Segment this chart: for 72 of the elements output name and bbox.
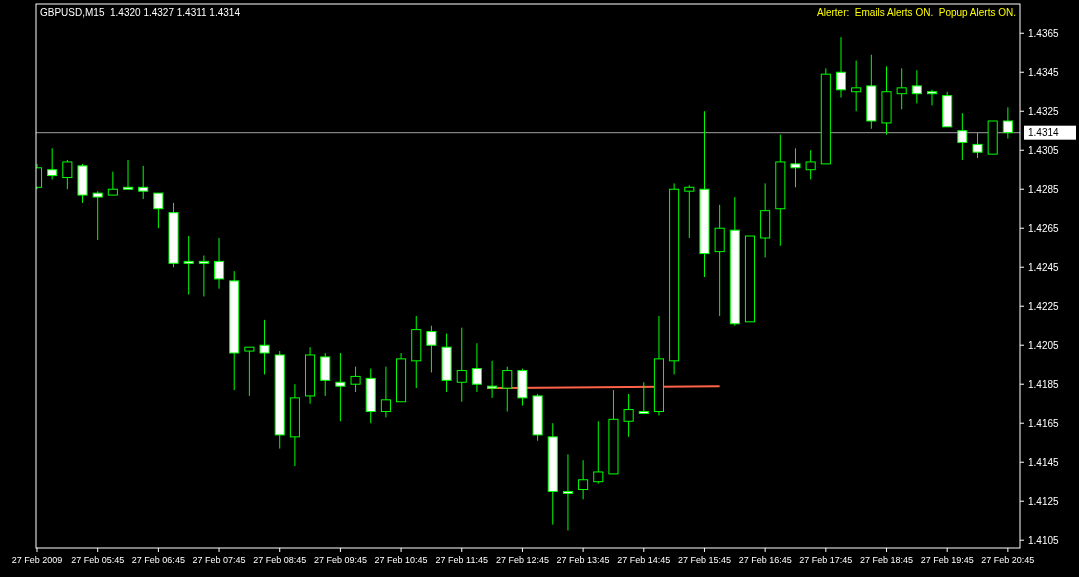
candlestick	[790, 147, 801, 188]
x-tick-label: 27 Feb 13:45	[556, 555, 610, 565]
candlestick	[1002, 106, 1013, 140]
candlestick	[426, 325, 437, 374]
x-tick-label: 27 Feb 12:45	[495, 555, 549, 565]
x-tick-label: 27 Feb 10:45	[374, 555, 428, 565]
candlestick	[487, 360, 498, 399]
candlestick	[214, 237, 225, 290]
candlestick	[244, 346, 255, 397]
chart-title: GBPUSD,M15 1.4320 1.4327 1.4311 1.4314	[40, 7, 241, 18]
candlestick	[153, 192, 164, 229]
y-tick-label: 1.4185	[1028, 378, 1060, 390]
x-tick-label: 27 Feb 15:45	[677, 555, 731, 565]
candlestick	[380, 366, 391, 418]
candlestick	[638, 381, 649, 414]
candlestick	[926, 89, 938, 106]
candlestick	[851, 60, 862, 112]
candlestick	[92, 190, 103, 241]
y-tick-label: 1.4225	[1028, 300, 1060, 312]
x-tick-label: 27 Feb 17:45	[799, 555, 853, 565]
candlestick	[198, 255, 209, 297]
candlestick	[972, 132, 983, 159]
ref-line-label: 1.4314	[1028, 127, 1060, 139]
candlestick	[183, 235, 194, 296]
candlestick	[896, 67, 907, 110]
x-tick-label: 27 Feb 14:45	[617, 555, 671, 565]
candlestick	[335, 352, 346, 422]
candlestick	[107, 171, 118, 196]
candlestick	[502, 366, 513, 413]
x-tick-label: 27 Feb 09:45	[313, 555, 367, 565]
y-tick-label: 1.4345	[1028, 66, 1060, 78]
candlestick	[957, 112, 968, 161]
candlestick	[805, 149, 816, 180]
candlestick	[47, 147, 58, 180]
x-tick-label: 27 Feb 16:45	[738, 555, 792, 565]
x-tick-label: 27 Feb 05:45	[71, 555, 125, 565]
candlestick	[456, 327, 467, 403]
candlestick	[320, 352, 331, 397]
candlestick	[122, 159, 134, 190]
y-tick-label: 1.4165	[1028, 417, 1060, 429]
y-tick-label: 1.4205	[1028, 339, 1060, 351]
y-tick-label: 1.4305	[1028, 144, 1060, 156]
x-tick-label: 27 Feb 19:45	[920, 555, 974, 565]
candlestick	[578, 459, 589, 500]
candlestick	[138, 165, 149, 200]
candlestick	[593, 420, 604, 485]
annotation: Alerter: Emails Alerts ON. Popup Alerts ON.	[817, 7, 1016, 18]
y-tick-label: 1.4125	[1028, 495, 1060, 507]
x-tick-label: 27 Feb 2009	[11, 555, 63, 565]
y-tick-label: 1.4245	[1028, 261, 1060, 273]
candlestick	[562, 453, 573, 531]
x-tick-label: 27 Feb 08:45	[253, 555, 307, 565]
x-tick-label: 27 Feb 07:45	[192, 555, 246, 565]
y-tick-label: 1.4145	[1028, 456, 1060, 468]
y-tick-label: 1.4265	[1028, 222, 1060, 234]
x-tick-label: 27 Feb 20:45	[981, 555, 1035, 565]
y-tick-label: 1.4105	[1028, 534, 1060, 546]
candlestick	[623, 393, 634, 438]
candlestick	[259, 319, 270, 375]
candlestick	[350, 366, 361, 393]
x-tick-label: 27 Feb 06:45	[131, 555, 185, 565]
candlestick	[714, 204, 725, 317]
y-tick-label: 1.4365	[1028, 27, 1060, 39]
y-tick-label: 1.4325	[1028, 105, 1060, 117]
candlestick	[911, 69, 922, 104]
y-tick-label: 1.4285	[1028, 183, 1060, 195]
x-tick-label: 27 Feb 11:45	[435, 555, 488, 565]
candlestick	[471, 342, 482, 393]
candlestick	[684, 184, 695, 239]
x-tick-label: 27 Feb 18:45	[859, 555, 914, 565]
candlestick	[62, 159, 73, 190]
candlestick	[835, 36, 847, 99]
